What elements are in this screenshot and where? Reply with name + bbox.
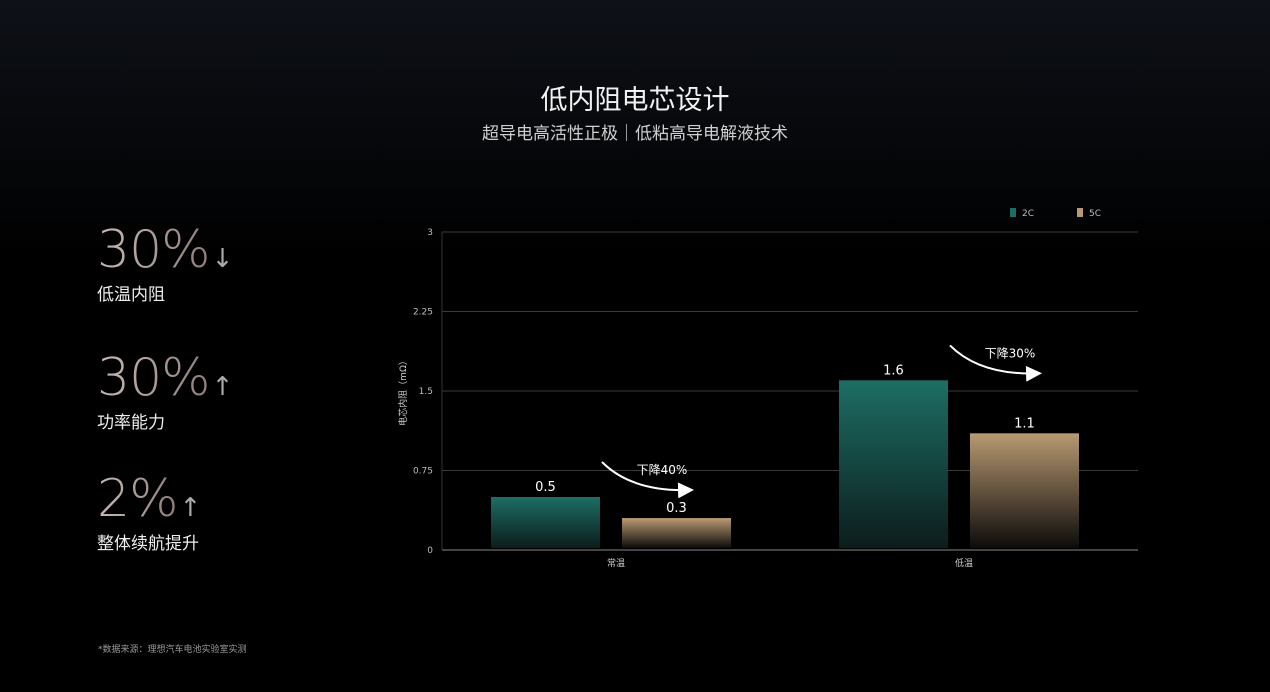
stat-low-temp-resistance: 30%↓ 低温内阻 (97, 222, 233, 305)
stat-range: 2%↑ 整体续航提升 (97, 471, 201, 554)
bar-2C (839, 380, 948, 548)
data-label: 1.1 (1014, 416, 1035, 431)
y-tick-label: 1.5 (419, 387, 433, 397)
bar-5C (622, 518, 731, 548)
stat-label: 整体续航提升 (97, 534, 199, 554)
bar-2C (491, 497, 600, 548)
decrease-arrow-icon (949, 344, 1042, 382)
bar-5C (970, 433, 1079, 548)
annotation: 下降40% (637, 463, 688, 477)
bar-top (839, 380, 948, 382)
footnote: *数据来源：理想汽车电池实验室实测 (98, 645, 247, 655)
annotation: 下降30% (985, 346, 1036, 360)
header-background (0, 0, 1270, 260)
decrease-arrow-icon (601, 461, 694, 499)
stat-value: 30% (97, 220, 211, 280)
legend-swatch (1010, 208, 1016, 217)
arrow-up-icon: ↑ (179, 493, 202, 523)
y-tick-label: 0 (427, 546, 433, 556)
page-title: 低内阻电芯设计 (540, 85, 730, 116)
arrow-down-icon: ↓ (211, 244, 234, 274)
legend-swatch (1077, 208, 1083, 217)
y-tick-label: 2.25 (413, 308, 433, 318)
x-tick-label: 低温 (955, 557, 973, 569)
bar-top (970, 433, 1079, 435)
arrow-up-icon: ↑ (211, 372, 234, 402)
stat-label: 功率能力 (97, 413, 165, 433)
y-tick-label: 0.75 (413, 467, 433, 477)
stat-power: 30%↑ 功率能力 (97, 350, 233, 433)
stat-value: 2% (97, 469, 178, 529)
bar-top (491, 497, 600, 499)
data-label: 1.6 (883, 363, 904, 378)
stat-label: 低温内阻 (97, 285, 165, 305)
y-axis-label: 电芯内阻（mΩ） (397, 356, 409, 426)
x-tick-label: 常温 (607, 557, 625, 569)
data-label: 0.3 (666, 501, 687, 516)
stat-value: 30% (97, 348, 211, 408)
legend-label: 2C (1022, 209, 1034, 219)
bar-top (622, 518, 731, 520)
data-label: 0.5 (535, 480, 556, 495)
page-subtitle: 超导电高活性正极｜低粘高导电解液技术 (482, 124, 788, 144)
y-tick-label: 3 (427, 228, 433, 238)
legend-label: 5C (1089, 209, 1101, 219)
